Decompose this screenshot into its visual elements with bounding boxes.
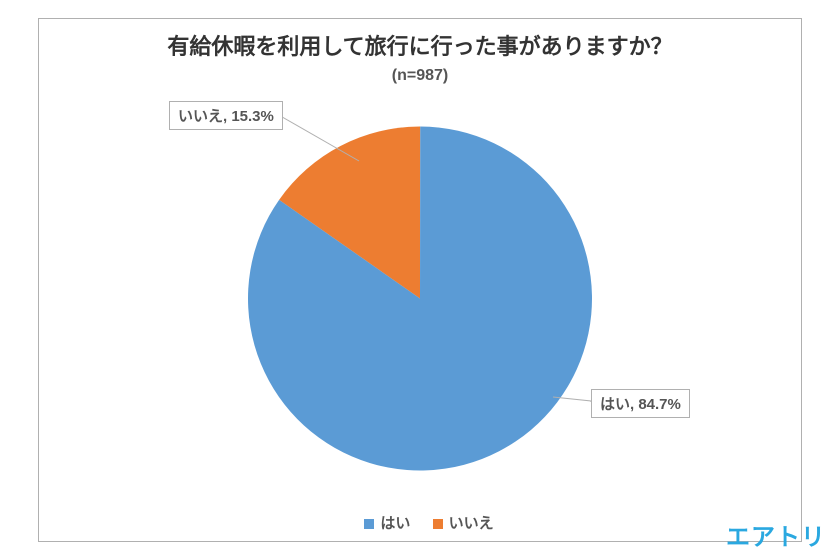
chart-area: 有給休暇を利用して旅行に行った事がありますか？ (n=987) いいえ, 15.… xyxy=(38,18,802,542)
legend-swatch-no xyxy=(433,519,443,529)
brand-logo: エアトリ xyxy=(726,517,826,552)
callout-yes: はい, 84.7% xyxy=(591,389,690,418)
legend-label-yes: はい xyxy=(380,515,410,532)
legend: はい いいえ xyxy=(39,512,801,533)
legend-swatch-yes xyxy=(364,519,374,529)
leader-line-yes xyxy=(39,19,803,543)
legend-label-no: いいえ xyxy=(449,515,494,532)
figure-frame: 有給休暇を利用して旅行に行った事がありますか？ (n=987) いいえ, 15.… xyxy=(0,0,840,560)
